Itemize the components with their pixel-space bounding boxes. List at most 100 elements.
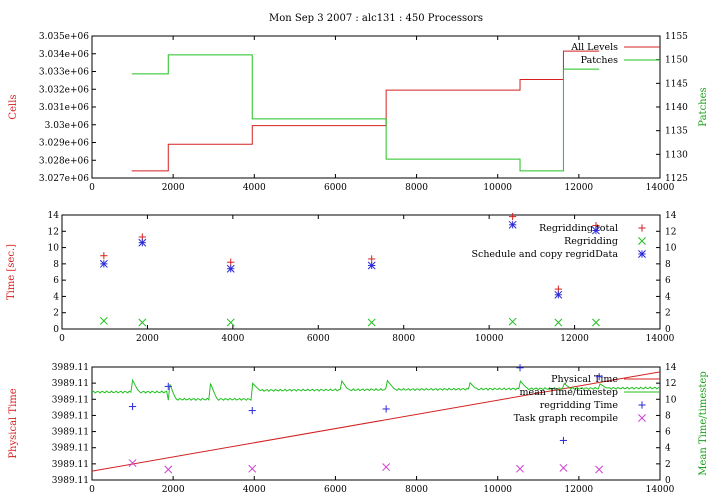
y-tick-label: 3.027e+06	[39, 174, 89, 184]
y2-tick-label: 12	[665, 379, 676, 389]
y2-tick-label: 1135	[665, 127, 688, 137]
legend-label: mean Time/timestep	[519, 387, 618, 398]
series-patches	[131, 54, 600, 172]
y-tick-label: 12	[48, 227, 59, 237]
data-point	[595, 373, 603, 381]
data-point	[382, 463, 391, 472]
y-axis-label: Cells	[8, 94, 19, 119]
legend-label: Physical Time	[551, 374, 618, 385]
series-mean-time-timestep	[91, 378, 661, 401]
data-point	[591, 226, 600, 235]
series-line	[91, 371, 661, 472]
y-axis-label: Physical Time	[8, 388, 19, 458]
y2-tick-label: 10	[665, 395, 677, 405]
y-tick-label: 3.028e+06	[39, 156, 89, 166]
legend-label: All Levels	[570, 42, 618, 53]
y-tick-label: 4	[53, 292, 59, 302]
y-tick-label: 3.032e+06	[39, 85, 89, 95]
data-point	[508, 317, 517, 326]
data-point	[367, 261, 376, 270]
data-point	[554, 290, 563, 299]
x-tick-label: 2000	[162, 485, 185, 495]
y2-tick-label: 10	[665, 244, 677, 254]
data-point	[516, 364, 524, 372]
plot-frame	[61, 214, 661, 330]
x-tick-label: 4000	[243, 485, 266, 495]
x-tick-label: 10000	[483, 485, 512, 495]
x-tick-label: 2000	[162, 183, 185, 193]
series-physical-time	[91, 371, 661, 472]
y2-tick-label: 1155	[665, 32, 688, 42]
y-tick-label: 6	[53, 276, 59, 286]
series-all-levels	[131, 50, 600, 172]
y2-tick-label: 2	[665, 309, 671, 319]
x-tick-label: 0	[59, 334, 65, 344]
y2-tick-label: 8	[665, 260, 671, 270]
data-point	[99, 259, 108, 268]
y-tick-label: 3989.11	[52, 444, 89, 454]
data-point	[128, 402, 137, 411]
y2-tick-label: 14	[665, 363, 677, 373]
legend-marker	[638, 237, 646, 245]
x-tick-label: 4000	[221, 334, 244, 344]
y2-tick-label: 1125	[665, 174, 688, 184]
data-point	[595, 465, 604, 474]
x-tick-label: 12000	[565, 485, 594, 495]
data-point	[508, 220, 517, 229]
legend-marker	[638, 414, 646, 422]
y-tick-label: 3.034e+06	[39, 50, 89, 60]
legend-marker	[638, 250, 646, 258]
data-point	[99, 316, 108, 325]
y2-tick-label: 2	[665, 460, 671, 470]
x-tick-label: 0	[89, 183, 95, 193]
series-line	[131, 50, 600, 172]
x-tick-label: 14000	[646, 485, 675, 495]
data-point	[382, 405, 390, 413]
legend-label: Regridding	[564, 236, 618, 247]
y2-tick-label: 1140	[665, 103, 688, 113]
x-tick-label: 8000	[392, 334, 415, 344]
y-tick-label: 10	[48, 244, 60, 254]
x-tick-label: 10000	[475, 334, 504, 344]
y-tick-label: 0	[53, 325, 59, 335]
x-tick-label: 12000	[560, 334, 589, 344]
data-point	[227, 258, 235, 266]
legend-label: Schedule and copy regridData	[471, 249, 618, 260]
y-tick-label: 3989.11	[52, 379, 89, 389]
plot-frame	[91, 366, 661, 481]
y-tick-label: 3989.11	[52, 460, 89, 470]
y2-tick-label: 4	[665, 444, 671, 454]
y2-tick-label: 14	[665, 211, 677, 221]
legend-marker	[638, 224, 646, 232]
chart-title: Mon Sep 3 2007 : alc131 : 450 Processors	[269, 13, 483, 24]
y-tick-label: 3989.11	[52, 428, 89, 438]
series-regridding-time	[128, 364, 603, 445]
series-task-graph-recompile	[128, 459, 604, 474]
panel-physical-time: 0 2000 4000 6000 8000 10000 12000 14000 3989.11 3…	[8, 363, 709, 495]
y-tick-label: 3.033e+06	[39, 68, 89, 78]
data-point	[226, 318, 235, 327]
x-tick-label: 6000	[324, 183, 347, 193]
y-tick-label: 3989.11	[52, 363, 89, 373]
x-tick-label: 0	[89, 485, 95, 495]
y-tick-label: 3989.11	[52, 476, 89, 486]
y-tick-label: 3989.11	[52, 395, 89, 405]
panel-cells-patches: 0 2000 4000 6000 8000 10000 12000 14000 3.027e+0…	[8, 32, 709, 193]
y2-axis-label: Mean Time/timestep	[698, 371, 709, 475]
y-tick-label: 14	[48, 211, 60, 221]
y-tick-label: 3.029e+06	[39, 139, 89, 149]
x-tick-label: 14000	[646, 183, 675, 193]
data-point	[128, 459, 137, 468]
panel-regridding-times: 0 2000 4000 6000 8000 10000 12000 1400002468101…	[6, 211, 677, 344]
series-schedule-and-copy-regriddata	[99, 220, 600, 299]
y2-tick-label: 0	[665, 325, 671, 335]
data-point	[164, 465, 173, 474]
y-tick-label: 2	[53, 309, 59, 319]
legend-marker	[638, 401, 646, 409]
y2-axis-label: Patches	[698, 87, 709, 126]
plot-frame	[91, 35, 661, 179]
data-point	[559, 463, 568, 472]
y2-tick-label: 1130	[665, 150, 688, 160]
y2-tick-label: 1150	[665, 56, 688, 66]
y-tick-label: 3.035e+06	[39, 32, 89, 42]
